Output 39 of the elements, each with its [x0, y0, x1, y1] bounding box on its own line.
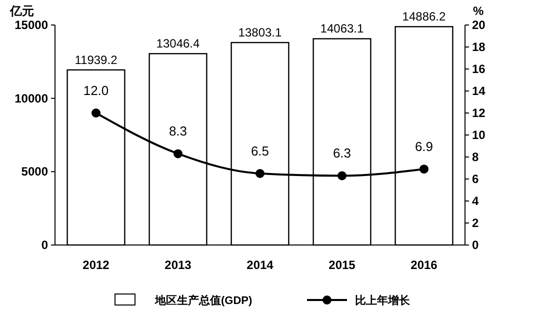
- data-label: 13803.1: [238, 26, 282, 40]
- data-label: 6.5: [250, 144, 270, 158]
- y2-tick-label: 16: [472, 62, 486, 76]
- legend-label: 地区生产总值(GDP): [154, 294, 252, 307]
- point: [420, 164, 428, 174]
- point: [92, 108, 100, 118]
- data-label: 8.3: [168, 124, 188, 139]
- y-axis-title: 亿元: [9, 4, 34, 18]
- y-tick-label: 0: [41, 238, 48, 252]
- y2-tick-label: 14: [472, 84, 486, 98]
- data-label: 14886.2: [402, 10, 446, 24]
- y-tick-label: 15000: [14, 18, 48, 32]
- x-tick-label: 2013: [164, 258, 192, 272]
- point: [256, 169, 264, 178]
- data-label: 11939.2: [74, 52, 118, 67]
- point: [338, 171, 346, 180]
- y2-tick-label: 18: [472, 40, 486, 54]
- y2-tick-label: 10: [472, 128, 486, 142]
- y-tick-label: 10000: [14, 91, 48, 106]
- data-label: 14063.1: [320, 22, 364, 36]
- data-label: 6.9: [414, 139, 434, 154]
- data-label: 13046.4: [156, 36, 200, 51]
- point: [174, 149, 182, 158]
- y2-tick-label: 6: [472, 172, 479, 186]
- y-tick-label: 5000: [21, 164, 48, 179]
- y2-tick-label: 4: [472, 194, 479, 208]
- legend-label: 比上年增长: [355, 294, 411, 307]
- data-label: 6.3: [332, 146, 352, 161]
- x-tick-label: 2014: [246, 258, 274, 272]
- y2-tick-label: 8: [472, 150, 479, 164]
- x-tick-label: 2016: [410, 258, 438, 272]
- y2-axis-title: %: [473, 4, 484, 18]
- y2-tick-label: 20: [472, 18, 486, 32]
- y2-tick-label: 2: [472, 216, 479, 230]
- data-label: 12.0: [83, 83, 109, 98]
- x-tick-label: 2015: [328, 258, 356, 272]
- x-tick-label: 2012: [82, 258, 110, 272]
- y2-tick-label: 12: [472, 106, 486, 120]
- y2-tick-label: 0: [472, 238, 479, 252]
